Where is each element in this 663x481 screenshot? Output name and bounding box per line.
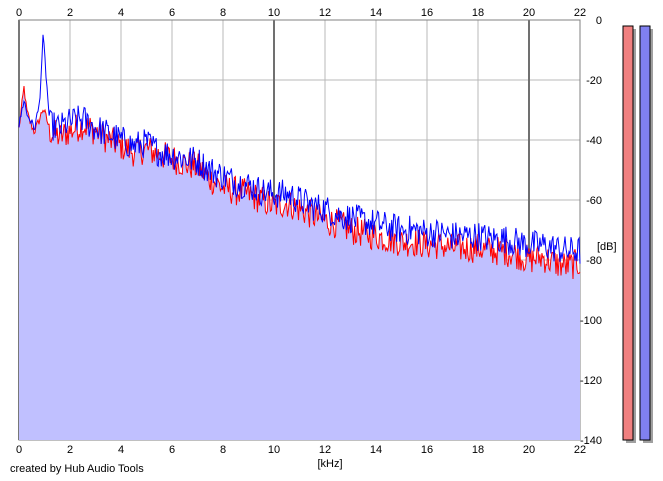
x-tick-label: 12 xyxy=(319,444,331,456)
x-tick-label: 10 xyxy=(268,7,280,19)
x-tick-label: 6 xyxy=(169,7,175,19)
y-tick-label: -40 xyxy=(586,135,602,147)
x-tick-label: 14 xyxy=(370,7,382,19)
level-meters xyxy=(622,25,653,443)
x-tick-label: 16 xyxy=(421,444,433,456)
x-ticks-bottom: 0 2 4 6 8 10 12 14 16 18 20 22 xyxy=(16,444,586,456)
series-line-blue xyxy=(18,34,581,264)
x-tick-label: 0 xyxy=(16,7,22,19)
y-tick-label: -20 xyxy=(586,75,602,87)
x-tick-label: 4 xyxy=(118,7,124,19)
y-ticks: 0 -20 -40 -60 -80 -100 -120 -140 xyxy=(580,15,602,447)
level-meter-right xyxy=(639,25,651,441)
y-tick-label: -120 xyxy=(580,375,602,387)
spectrum-lines xyxy=(18,34,581,280)
level-meter-left xyxy=(622,25,634,441)
x-tick-label: 2 xyxy=(67,7,73,19)
x-tick-label: 2 xyxy=(67,444,73,456)
x-tick-label: 16 xyxy=(421,7,433,19)
y-tick-label: -140 xyxy=(580,435,602,447)
x-tick-label: 8 xyxy=(220,444,226,456)
y-tick-label: 0 xyxy=(596,15,602,27)
x-tick-label: 18 xyxy=(472,444,484,456)
x-tick-label: 22 xyxy=(574,7,586,19)
y-tick-label: -60 xyxy=(586,195,602,207)
spectrum-fill xyxy=(19,86,580,440)
x-tick-label: 14 xyxy=(370,444,382,456)
x-tick-label: 20 xyxy=(523,7,535,19)
x-tick-label: 4 xyxy=(118,444,124,456)
x-tick-label: 22 xyxy=(574,444,586,456)
x-tick-label: 12 xyxy=(319,7,331,19)
x-tick-label: 6 xyxy=(169,444,175,456)
credit-text: created by Hub Audio Tools xyxy=(10,463,144,475)
spectrum-area xyxy=(19,86,580,440)
x-tick-label: 18 xyxy=(472,7,484,19)
x-tick-label: 8 xyxy=(220,7,226,19)
x-axis-label: [kHz] xyxy=(317,458,342,470)
x-tick-label: 0 xyxy=(16,444,22,456)
x-tick-label: 10 xyxy=(268,444,280,456)
x-ticks-top: 0 2 4 6 8 10 12 14 16 18 20 22 xyxy=(16,7,586,19)
y-tick-label: -80 xyxy=(586,255,602,267)
x-tick-label: 20 xyxy=(523,444,535,456)
y-tick-label: -100 xyxy=(580,315,602,327)
y-axis-label: [dB] xyxy=(597,241,617,253)
